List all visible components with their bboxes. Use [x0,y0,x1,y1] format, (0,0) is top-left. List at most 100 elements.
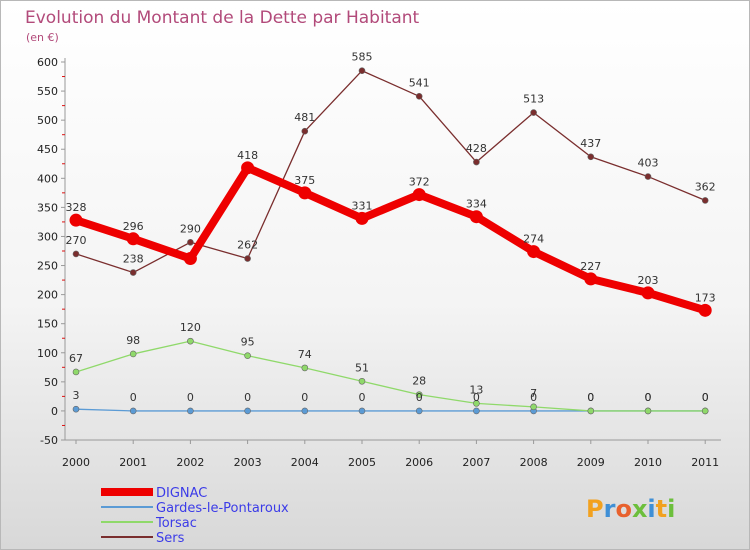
x-tick-label: 2003 [234,456,262,469]
data-label-sers: 437 [580,137,601,150]
point-sers [473,158,480,166]
data-label-torsac: 13 [469,383,483,396]
data-label-torsac: 95 [241,336,255,349]
data-label-sers: 481 [294,111,315,124]
x-tick-label: 2011 [691,456,719,469]
data-label-dignac: 334 [466,198,487,211]
chart-title: Evolution du Montant de la Dette par Hab… [25,8,420,28]
data-label-torsac: 0 [587,391,594,404]
series-line-torsac [75,340,706,412]
series-line-sers [75,70,706,274]
point-dignac [527,245,541,259]
point-dignac [126,232,140,246]
point-torsac [415,391,423,398]
data-label-gardes-le-pontaroux: 0 [244,391,251,404]
y-tick-label: 400 [37,172,58,185]
data-label-dignac: 375 [294,174,315,187]
point-sers [187,238,194,246]
x-tick-label: 2007 [462,456,490,469]
data-label-torsac: 28 [412,375,426,388]
point-torsac [187,337,194,345]
point-dignac [698,303,712,317]
x-tick-label: 2009 [577,456,605,469]
data-label-torsac: 51 [355,361,369,374]
data-label-gardes-le-pontaroux: 0 [702,391,709,404]
point-sers [644,173,652,180]
point-gardes-le-pontaroux [72,405,80,413]
y-tick-label: 0 [51,405,58,418]
data-label-sers: 403 [638,157,659,170]
point-gardes-le-pontaroux [129,407,137,415]
data-label-sers: 270 [66,234,87,247]
point-sers [415,93,423,100]
data-label-dignac: 296 [123,220,144,233]
data-label-torsac: 0 [702,391,709,404]
data-label-gardes-le-pontaroux: 0 [645,391,652,404]
data-label-gardes-le-pontaroux: 0 [530,391,537,404]
legend-label: Gardes-le-Pontaroux [156,501,289,516]
series-lines [69,67,712,415]
point-torsac [129,350,137,358]
point-sers [701,197,709,204]
point-gardes-le-pontaroux [301,407,309,415]
point-torsac [530,403,537,411]
y-tick-label: 450 [37,143,58,156]
point-torsac [701,407,709,415]
data-label-torsac: 7 [530,387,537,400]
y-tick-label: 100 [37,347,58,360]
point-torsac [358,377,366,385]
data-label-sers: 262 [237,239,258,252]
x-tick-label: 2006 [405,456,433,469]
point-dignac [298,186,312,200]
x-tick-label: 2000 [62,456,90,469]
data-label-gardes-le-pontaroux: 0 [587,391,594,404]
x-tick-label: 2004 [291,456,319,469]
data-label-dignac: 331 [352,199,373,212]
data-label-gardes-le-pontaroux: 0 [473,391,480,404]
y-tick-label: 250 [37,260,58,273]
y-tick-label: 550 [37,85,58,98]
point-sers [72,250,80,258]
y-tick-label: 200 [37,289,58,302]
point-dignac [355,211,369,225]
data-label-dignac: 173 [695,291,716,304]
y-tick-label: 350 [37,201,58,214]
point-dignac [241,161,255,175]
axes: -500501001502002503003504004505005506002… [37,56,721,469]
point-torsac [301,364,309,372]
data-label-dignac: 274 [523,233,544,246]
data-label-torsac: 67 [69,352,83,365]
data-label-torsac: 0 [645,391,652,404]
point-gardes-le-pontaroux [187,407,194,415]
point-dignac [183,252,197,266]
data-label-sers: 238 [123,253,144,266]
point-torsac [244,352,251,359]
point-sers [530,109,537,116]
data-label-gardes-le-pontaroux: 0 [130,391,137,404]
data-label-sers: 362 [695,180,716,193]
point-sers [129,269,137,276]
series-labels: 328 296 418 375 331 372 334 274 227 203 173 3 0 0 0 0 0 0… [66,51,716,404]
point-torsac [587,407,595,415]
point-dignac [69,213,83,227]
x-tick-label: 2008 [520,456,548,469]
y-tick-label: 600 [37,56,58,69]
chart-subtitle: (en €) [26,31,59,44]
point-sers [358,67,366,75]
legend-label: Sers [156,531,185,546]
y-tick-label: 50 [44,376,58,389]
point-gardes-le-pontaroux [473,407,480,415]
data-label-gardes-le-pontaroux: 0 [359,391,366,404]
data-label-torsac: 120 [180,321,201,334]
point-gardes-le-pontaroux [358,407,366,415]
point-dignac [641,286,655,300]
point-gardes-le-pontaroux [244,407,251,415]
point-dignac [584,272,598,286]
data-label-gardes-le-pontaroux: 0 [416,391,423,404]
y-tick-label: -50 [40,434,58,447]
x-tick-label: 2005 [348,456,376,469]
point-sers [244,255,251,262]
